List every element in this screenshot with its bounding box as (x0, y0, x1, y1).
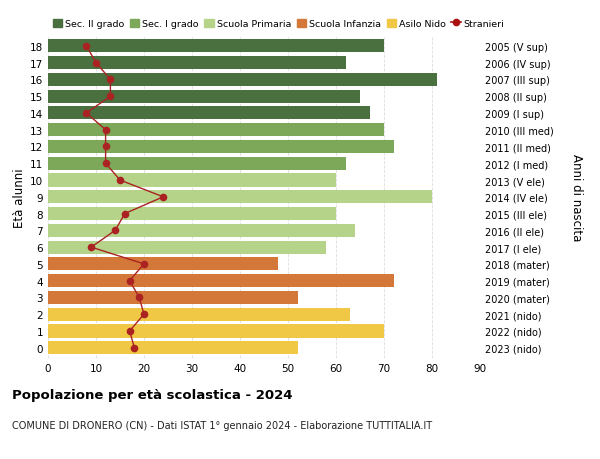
Bar (48, 57, 346, 70)
Legend: Sec. II grado, Sec. I grado, Scuola Primaria, Scuola Infanzia, Asilo Nido, Stran: Sec. II grado, Sec. I grado, Scuola Prim… (53, 20, 505, 29)
Bar (48, 157, 346, 170)
Bar (48, 124, 384, 137)
Bar (48, 191, 432, 204)
Bar (48, 258, 278, 271)
Bar (48, 325, 384, 338)
Bar (48, 241, 326, 254)
Bar (48, 74, 437, 87)
Bar (48, 140, 394, 154)
Text: COMUNE DI DRONERO (CN) - Dati ISTAT 1° gennaio 2024 - Elaborazione TUTTITALIA.IT: COMUNE DI DRONERO (CN) - Dati ISTAT 1° g… (12, 420, 432, 430)
Bar (48, 224, 355, 237)
Bar (48, 341, 298, 354)
Bar (48, 274, 394, 288)
Bar (48, 107, 370, 120)
Bar (48, 90, 360, 103)
Bar (48, 40, 384, 53)
Y-axis label: Età alunni: Età alunni (13, 168, 26, 227)
Text: Popolazione per età scolastica - 2024: Popolazione per età scolastica - 2024 (12, 388, 293, 401)
Bar (48, 291, 298, 304)
Bar (48, 207, 336, 221)
Bar (48, 174, 336, 187)
Y-axis label: Anni di nascita: Anni di nascita (570, 154, 583, 241)
Bar (48, 308, 350, 321)
